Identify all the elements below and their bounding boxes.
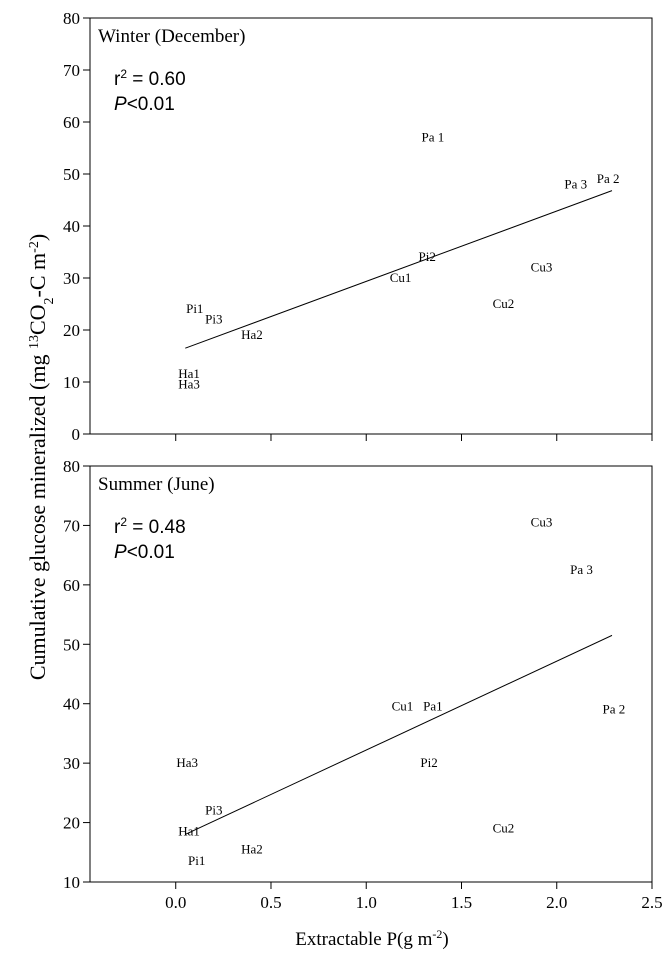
data-point-label: Pi3	[205, 312, 222, 327]
data-point-label: Pa 3	[570, 562, 593, 577]
y-tick-label: 70	[63, 516, 80, 535]
y-tick-label: 20	[63, 321, 80, 340]
data-point-label: Cu1	[392, 699, 414, 714]
r-squared-stat: r2 = 0.60	[114, 67, 186, 90]
x-tick-label: 2.0	[546, 893, 567, 912]
data-point-label: Pi2	[419, 249, 436, 264]
y-tick-label: 30	[63, 269, 80, 288]
y-axis-title: Cumulative glucose mineralized (mg 13CO2…	[25, 234, 57, 680]
x-tick-label: 1.5	[451, 893, 472, 912]
y-tick-label: 10	[63, 873, 80, 892]
x-tick-label: 0.0	[165, 893, 186, 912]
y-tick-label: 60	[63, 113, 80, 132]
x-tick-label: 0.5	[260, 893, 281, 912]
data-point-label: Ha2	[241, 327, 263, 342]
data-point-label: Pa1	[423, 699, 443, 714]
panel-title: Winter (December)	[98, 26, 245, 47]
data-point-label: Pi1	[188, 853, 205, 868]
r-squared-stat: r2 = 0.48	[114, 515, 186, 538]
p-value-stat: P<0.01	[114, 542, 175, 563]
x-tick-label: 1.0	[356, 893, 377, 912]
plot-frame	[89, 465, 653, 883]
data-point-label: Ha2	[241, 841, 263, 856]
y-tick-label: 40	[63, 695, 80, 714]
data-point-label: Ha3	[176, 755, 198, 770]
panel-title: Summer (June)	[98, 474, 215, 495]
y-tick-label: 60	[63, 576, 80, 595]
panel-1: 0 10 20 30 40 50 60 70 80 Pa 1 Pa 3 Pa 2 Pi2 Cu1 Cu3 Cu…	[63, 9, 653, 444]
data-point-label: Pa 2	[597, 171, 620, 186]
y-tick-label: 0	[72, 425, 81, 444]
y-tick-label: 80	[63, 9, 80, 28]
p-value-stat: P<0.01	[114, 94, 175, 115]
data-point-label: Cu2	[493, 821, 515, 836]
y-tick-label: 80	[63, 457, 80, 476]
data-point-label: Pi2	[420, 755, 437, 770]
panel-2: 10 20 30 40 50 60 70 80 0.0 0.5 1.0 1.5 2.0 2.5 Cu3 Pa …	[63, 457, 663, 912]
data-point-label: Pi3	[205, 803, 222, 818]
data-point-label: Cu3	[531, 514, 553, 529]
data-point-label: Ha3	[178, 377, 200, 392]
y-tick-label: 50	[63, 165, 80, 184]
y-tick-label: 70	[63, 61, 80, 80]
y-tick-label: 50	[63, 635, 80, 654]
y-tick-label: 10	[63, 373, 80, 392]
data-point-label: Pa 3	[564, 176, 587, 191]
data-point-label: Pi1	[186, 301, 203, 316]
data-point-label: Pa 2	[603, 702, 626, 717]
regression-line	[185, 634, 613, 835]
regression-line	[185, 190, 613, 349]
y-tick-label: 30	[63, 754, 80, 773]
data-point-label: Ha1	[178, 366, 200, 381]
data-point-label: Ha1	[178, 823, 200, 838]
panels-group: 0 10 20 30 40 50 60 70 80 Pa 1 Pa 3 Pa 2 Pi2 Cu1 Cu3 Cu…	[63, 9, 663, 912]
x-tick-label: 2.5	[641, 893, 662, 912]
data-point-label: Cu1	[390, 270, 412, 285]
y-tick-label: 40	[63, 217, 80, 236]
data-point-label: Cu2	[493, 296, 515, 311]
data-point-label: Pa 1	[422, 130, 445, 145]
x-axis-title: Extractable P(g m-2)	[295, 927, 449, 950]
data-point-label: Cu3	[531, 260, 553, 275]
y-tick-label: 20	[63, 814, 80, 833]
